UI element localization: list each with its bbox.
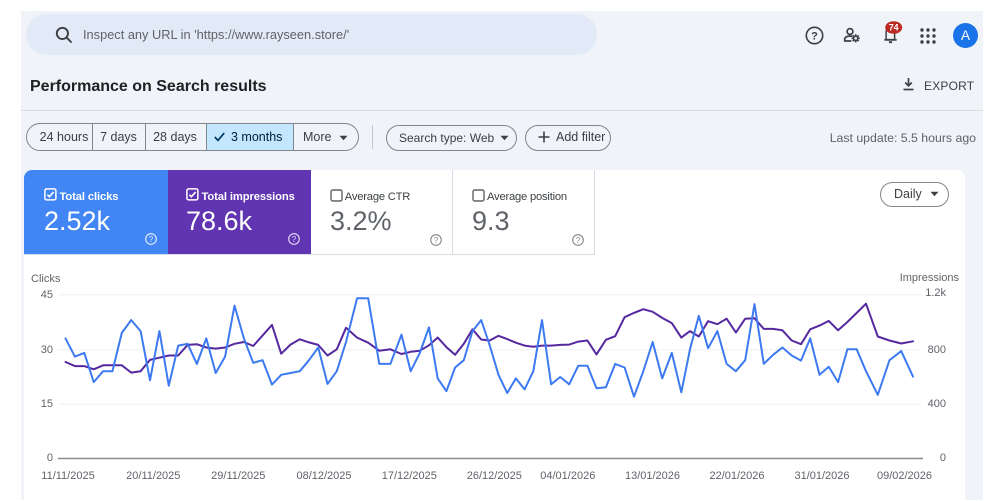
svg-text:?: ? (292, 235, 297, 244)
svg-text:?: ? (149, 235, 154, 244)
svg-text:?: ? (811, 31, 818, 43)
svg-text:74: 74 (888, 22, 898, 32)
svg-text:?: ? (576, 236, 581, 245)
svg-text:?: ? (434, 236, 439, 245)
